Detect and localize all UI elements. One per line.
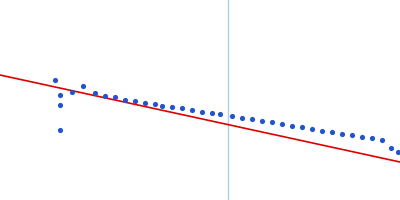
Point — [209, 111, 215, 115]
Point — [319, 129, 325, 133]
Point — [269, 120, 275, 124]
Point — [299, 125, 305, 129]
Point — [57, 93, 63, 97]
Point — [132, 99, 138, 103]
Point — [388, 146, 394, 150]
Point — [239, 116, 245, 120]
Point — [169, 105, 175, 109]
Point — [379, 138, 385, 142]
Point — [52, 78, 58, 82]
Point — [189, 108, 195, 112]
Point — [349, 133, 355, 137]
Point — [92, 91, 98, 95]
Point — [152, 102, 158, 106]
Point — [112, 95, 118, 99]
Point — [57, 128, 63, 132]
Point — [395, 150, 400, 154]
Point — [229, 114, 235, 118]
Point — [142, 101, 148, 105]
Point — [159, 104, 165, 108]
Point — [329, 130, 335, 134]
Point — [69, 90, 75, 94]
Point — [359, 135, 365, 139]
Point — [249, 117, 255, 121]
Point — [289, 124, 295, 128]
Point — [57, 103, 63, 107]
Point — [80, 84, 86, 88]
Point — [309, 127, 315, 131]
Point — [369, 136, 375, 140]
Point — [259, 119, 265, 123]
Point — [217, 112, 223, 116]
Point — [179, 106, 185, 110]
Point — [279, 122, 285, 126]
Point — [122, 98, 128, 102]
Point — [102, 94, 108, 98]
Point — [199, 110, 205, 114]
Point — [339, 132, 345, 136]
